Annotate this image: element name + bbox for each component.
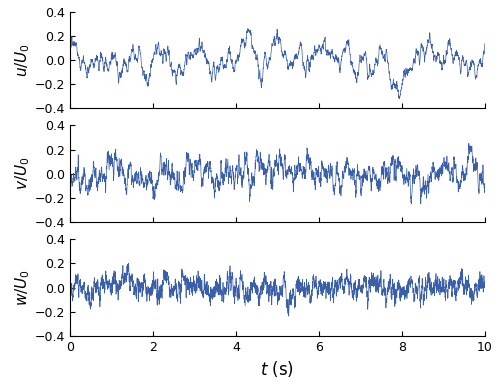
Y-axis label: $w/U_0$: $w/U_0$: [14, 269, 32, 306]
Y-axis label: $v/U_0$: $v/U_0$: [14, 157, 32, 190]
Y-axis label: $u/U_0$: $u/U_0$: [14, 43, 32, 77]
X-axis label: $t$ (s): $t$ (s): [260, 359, 294, 379]
